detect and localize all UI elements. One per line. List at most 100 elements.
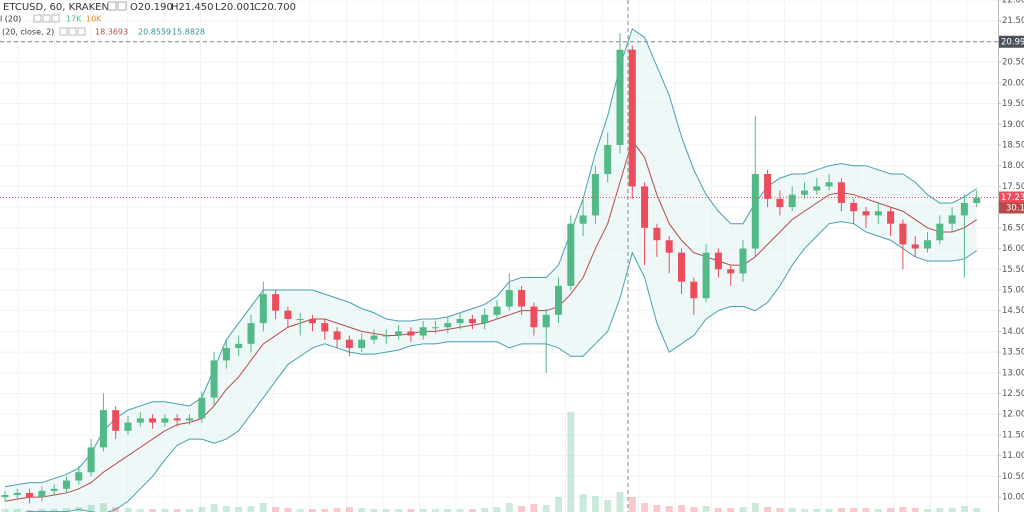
bb-lower: 15.8828 bbox=[172, 28, 205, 37]
volume-bar bbox=[899, 507, 907, 512]
volume-bar bbox=[936, 508, 944, 512]
volume-bar bbox=[505, 503, 513, 512]
y-tick-label: 17.500 bbox=[1002, 182, 1024, 192]
candle-body bbox=[788, 194, 796, 208]
volume-bar bbox=[382, 509, 390, 512]
volume-bar bbox=[702, 506, 710, 512]
candle-body bbox=[837, 182, 845, 203]
candle-body bbox=[247, 323, 255, 344]
y-tick-label: 10.000 bbox=[1002, 493, 1024, 503]
candle-body bbox=[714, 252, 722, 270]
candle-body bbox=[628, 49, 636, 187]
candle-body bbox=[50, 488, 58, 491]
last-price-label: 17.232 bbox=[1001, 193, 1024, 203]
candle-body bbox=[850, 202, 858, 212]
candle-body bbox=[407, 331, 415, 336]
candle-body bbox=[874, 211, 882, 216]
volume-bar bbox=[247, 506, 255, 512]
icon bbox=[77, 27, 86, 36]
candle-body bbox=[518, 289, 526, 307]
candle-body bbox=[555, 285, 562, 315]
volume-bar bbox=[1, 509, 9, 512]
crosshair-label: 20.992 bbox=[1001, 37, 1024, 47]
candle-body bbox=[198, 397, 206, 419]
candle-body bbox=[309, 318, 316, 324]
volume-bar bbox=[751, 503, 759, 512]
candle-body bbox=[616, 49, 624, 145]
candle-body bbox=[456, 318, 464, 324]
plot-area bbox=[0, 0, 998, 512]
candle-body bbox=[75, 472, 83, 481]
candle-body bbox=[764, 173, 772, 199]
volume-bar bbox=[13, 509, 21, 512]
candle-body bbox=[99, 410, 107, 448]
candle-body bbox=[173, 418, 181, 421]
y-tick-label: 20.000 bbox=[1002, 78, 1024, 88]
last-price-bg bbox=[999, 191, 1024, 204]
candle-body bbox=[653, 227, 661, 241]
volume-bar bbox=[924, 509, 931, 512]
volume-bar bbox=[874, 509, 882, 512]
icon bbox=[33, 14, 42, 23]
indicator-label: 30.11 bbox=[1006, 204, 1024, 214]
volume-bar bbox=[887, 508, 895, 512]
volume-bar bbox=[555, 497, 562, 512]
volume-bar bbox=[222, 506, 230, 512]
candle-body bbox=[124, 422, 132, 431]
volume-bar bbox=[530, 504, 538, 512]
candle-body bbox=[38, 490, 46, 498]
candle-body bbox=[813, 186, 821, 191]
candle-body bbox=[641, 186, 649, 228]
y-tick-label: 14.500 bbox=[1002, 306, 1024, 316]
candle-body bbox=[235, 343, 243, 348]
candle-body bbox=[481, 314, 489, 324]
volume-bar bbox=[690, 507, 698, 512]
candle-body bbox=[690, 281, 698, 299]
volume-bar bbox=[161, 509, 169, 512]
y-tick-label: 22.000 bbox=[1002, 0, 1024, 6]
y-tick-label: 16.000 bbox=[1002, 244, 1024, 254]
indicator-bg bbox=[999, 202, 1024, 214]
candle-body bbox=[321, 323, 329, 332]
volume-bar bbox=[518, 506, 526, 512]
volume-bar bbox=[628, 497, 636, 512]
volume-bar bbox=[321, 509, 329, 512]
grid bbox=[0, 0, 998, 512]
volume-bar bbox=[87, 505, 95, 512]
volume-bar bbox=[50, 509, 58, 512]
y-tick-label: 20.500 bbox=[1002, 58, 1024, 68]
candle-body bbox=[505, 289, 513, 307]
icon bbox=[42, 14, 51, 23]
volume-bar bbox=[235, 507, 243, 512]
candle-body bbox=[911, 244, 919, 249]
volume-bar bbox=[481, 508, 489, 512]
volume-bar bbox=[136, 509, 144, 512]
volume-bar bbox=[960, 506, 968, 512]
candle-body bbox=[186, 418, 193, 421]
volume-name: l (20) bbox=[0, 15, 21, 24]
y-tick-label: 13.000 bbox=[1002, 368, 1024, 378]
crosshair-label-bg bbox=[999, 35, 1024, 48]
candle-body bbox=[284, 310, 292, 319]
legend: ETCUSD, 60, KRAKEN O20.190 H21.450 L20.0… bbox=[0, 1, 296, 37]
volume-bar bbox=[714, 508, 722, 512]
volume-bar bbox=[63, 508, 70, 512]
candle-body bbox=[751, 173, 759, 249]
volume-bar bbox=[370, 509, 378, 512]
volume-bar bbox=[198, 507, 206, 512]
candle-body bbox=[112, 410, 120, 431]
symbol: ETCUSD, 60, KRAKEN bbox=[3, 2, 109, 13]
icon bbox=[51, 14, 60, 23]
y-tick-label: 18.000 bbox=[1002, 161, 1024, 171]
ohlc-high: H21.450 bbox=[171, 2, 214, 13]
volume-bar bbox=[542, 505, 550, 512]
y-tick-label: 15.000 bbox=[1002, 285, 1024, 295]
icon bbox=[59, 27, 68, 36]
band-fill bbox=[5, 28, 977, 512]
ohlc-open: O20.190 bbox=[130, 2, 173, 13]
icon bbox=[117, 1, 127, 11]
candle-body bbox=[825, 182, 833, 187]
candle-body bbox=[739, 248, 747, 274]
candle-body bbox=[161, 418, 169, 423]
